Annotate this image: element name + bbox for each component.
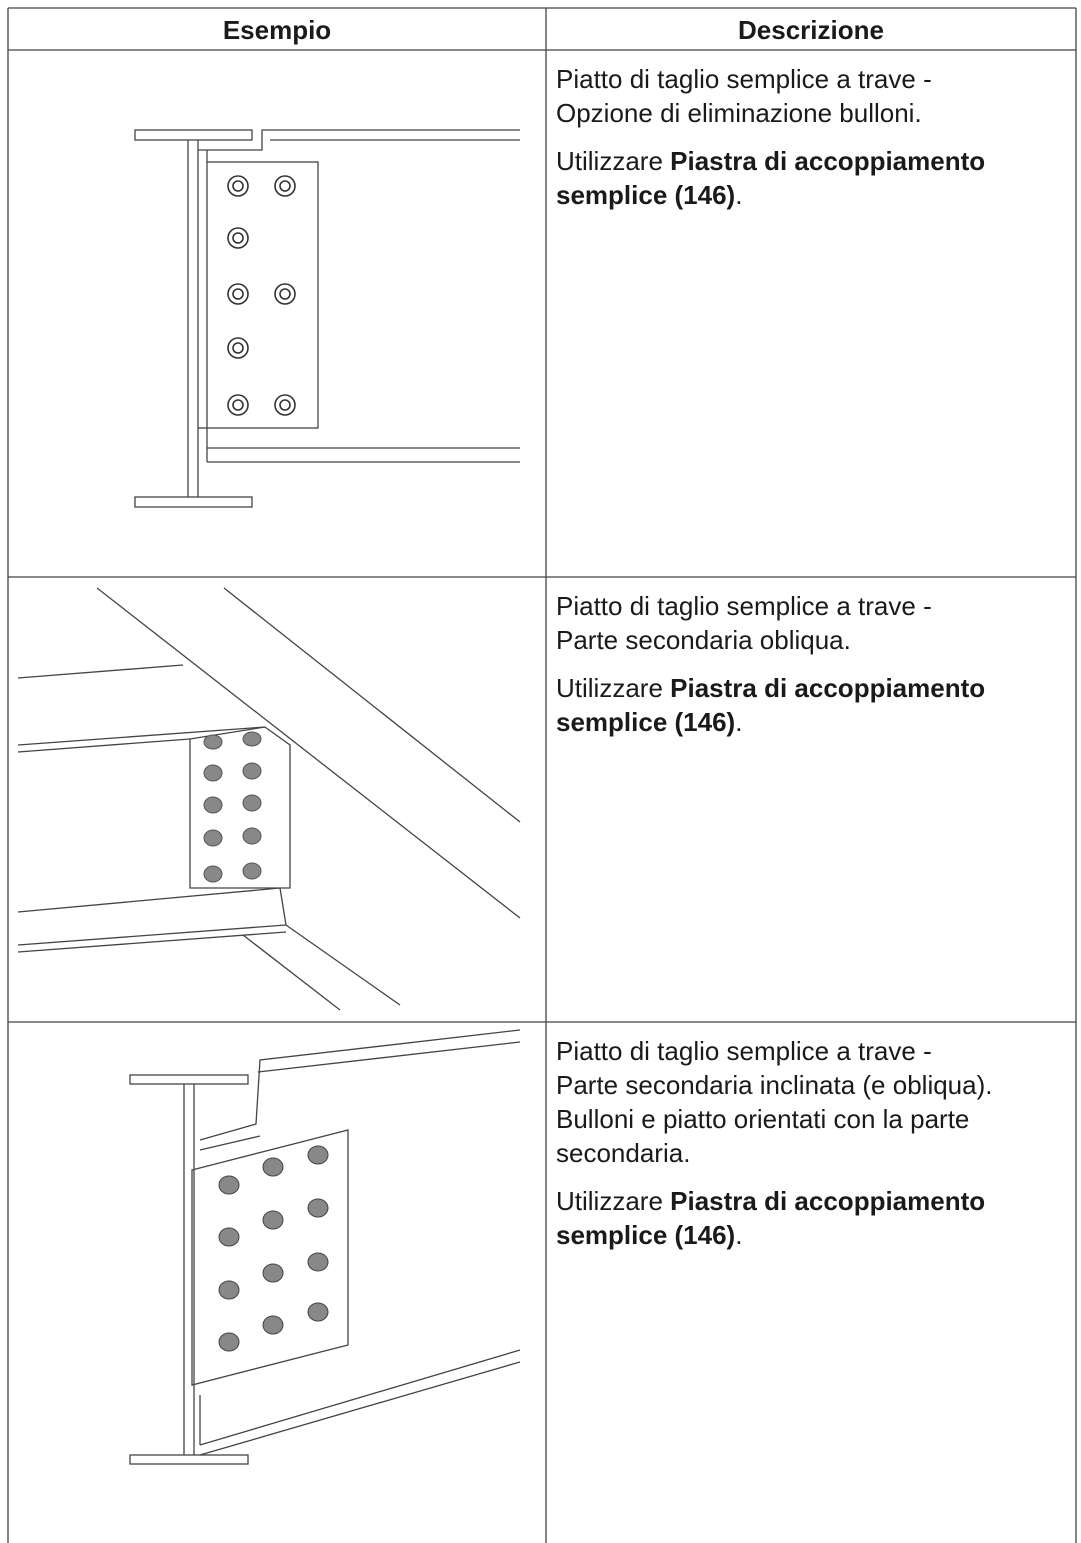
text-line: Piatto di taglio semplice a trave -	[556, 591, 932, 621]
description: Piatto di taglio semplice a trave - Opzio…	[556, 62, 1071, 130]
description-cell: Piatto di taglio semplice a trave - Parte…	[556, 1034, 1071, 1266]
text-line: Parte secondaria obliqua.	[556, 625, 851, 655]
text: .	[735, 1220, 743, 1250]
text-line: Piatto di taglio semplice a trave -	[556, 1036, 932, 1066]
usage: Utilizzare Piastra di accoppiamento semp…	[556, 671, 1071, 739]
usage: Utilizzare Piastra di accoppiamento semp…	[556, 1184, 1071, 1252]
text-line: Opzione di eliminazione bulloni.	[556, 98, 922, 128]
text-line: secondaria.	[556, 1138, 691, 1168]
text: Utilizzare	[556, 673, 663, 703]
description: Piatto di taglio semplice a trave - Parte…	[556, 589, 1071, 657]
illustration-1	[134, 129, 520, 508]
text: .	[735, 180, 743, 210]
link[interactable]: Piastra di accoppiamento semplice (146)	[556, 673, 986, 737]
description-cell: Piatto di taglio semplice a trave - Opzio…	[556, 62, 1071, 226]
illustration-3	[129, 1029, 521, 1465]
link[interactable]: Piastra di accoppiamento semplice (146)	[556, 1186, 986, 1250]
link[interactable]: Piastra di accoppiamento semplice (146)	[556, 146, 986, 210]
header-cell: Descrizione	[738, 15, 884, 45]
text: Utilizzare	[556, 146, 663, 176]
text-line: Parte secondaria inclinata (e obliqua).	[556, 1070, 993, 1100]
text: Utilizzare	[556, 1186, 663, 1216]
description: Piatto di taglio semplice a trave - Parte…	[556, 1034, 1071, 1170]
description-cell: Piatto di taglio semplice a trave - Parte…	[556, 589, 1071, 753]
illustration-2	[17, 587, 521, 1011]
text-line: Piatto di taglio semplice a trave -	[556, 64, 932, 94]
table-grid	[7, 7, 1077, 1543]
header-cell: Esempio	[222, 15, 332, 45]
text-line: Bulloni e piatto orientati con la parte	[556, 1104, 970, 1134]
text: .	[735, 707, 743, 737]
usage: Utilizzare Piastra di accoppiamento semp…	[556, 144, 1071, 212]
